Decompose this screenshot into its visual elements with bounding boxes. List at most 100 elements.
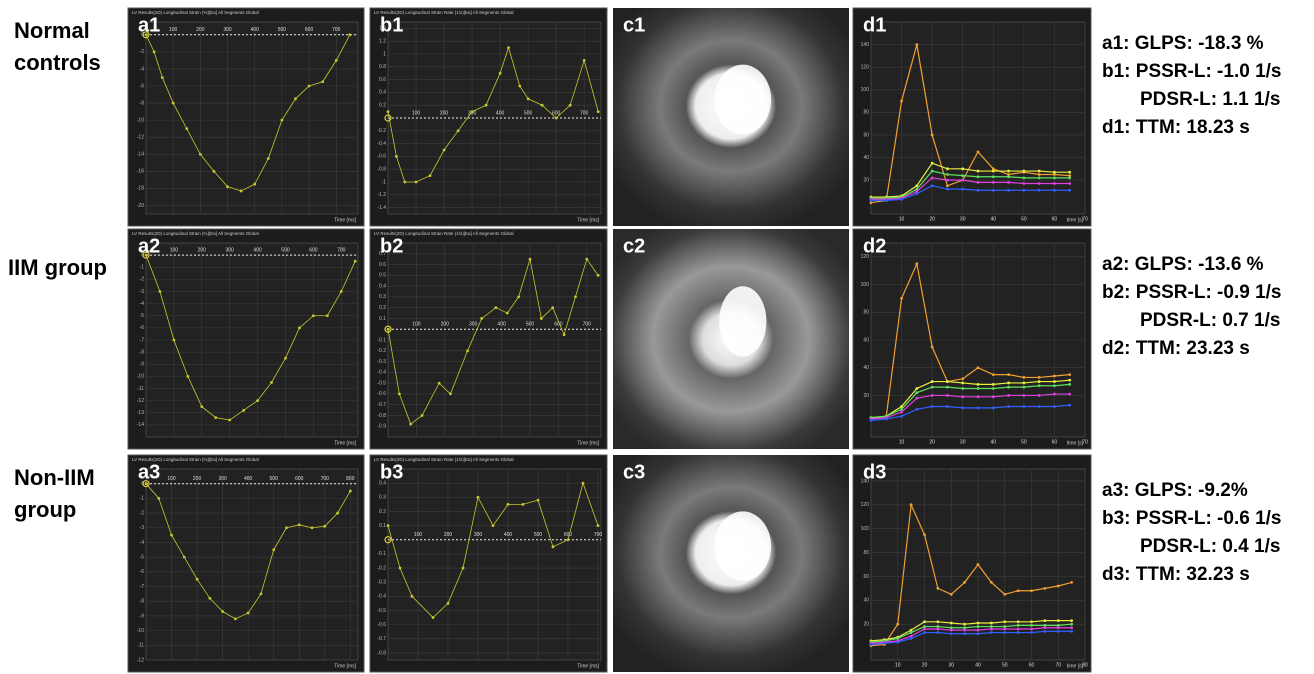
- y-tick-label: -11: [137, 386, 144, 392]
- data-point: [930, 184, 934, 188]
- x-tick-label: 700: [337, 247, 346, 253]
- data-point: [233, 617, 237, 621]
- data-point: [1068, 170, 1072, 174]
- data-point: [961, 174, 965, 178]
- row-label: controls: [14, 50, 101, 75]
- data-point: [270, 381, 273, 384]
- data-point: [1007, 180, 1010, 184]
- data-point: [1053, 384, 1056, 388]
- y-tick-label: -10: [137, 374, 144, 380]
- data-point: [930, 380, 934, 383]
- data-point: [1053, 176, 1056, 180]
- data-point: [334, 59, 338, 62]
- x-tick-label: 500: [278, 27, 287, 33]
- data-point: [336, 511, 339, 515]
- y-tick-label: -10: [137, 628, 144, 634]
- y-tick-label: 120: [861, 502, 870, 508]
- curve: [870, 623, 1072, 643]
- data-point: [1016, 623, 1020, 627]
- data-point: [1056, 619, 1060, 623]
- metric: a3: GLPS: -9.2%: [1102, 480, 1248, 501]
- data-point: [923, 631, 926, 634]
- data-point: [1068, 392, 1072, 396]
- curve: [870, 379, 1070, 419]
- y-tick-label: 20: [863, 622, 869, 628]
- data-point: [900, 410, 903, 414]
- data-point: [869, 201, 873, 205]
- curve: [870, 630, 1072, 646]
- origin-marker: [384, 325, 392, 333]
- data-point: [585, 257, 589, 261]
- x-tick-label: 500: [534, 532, 543, 538]
- data-point: [253, 182, 257, 186]
- data-point: [1016, 589, 1020, 593]
- y-tick-label: -3: [140, 289, 145, 295]
- x-tick-label: 500: [281, 247, 290, 253]
- data-point: [896, 640, 900, 644]
- y-tick-label: -0.2: [377, 565, 386, 571]
- data-point: [915, 262, 919, 266]
- data-point: [339, 290, 343, 293]
- data-point: [963, 581, 967, 584]
- y-tick-label: -14: [137, 152, 144, 158]
- y-tick-label: -0.6: [377, 391, 386, 397]
- panel-label: a3: [138, 461, 160, 483]
- y-tick-label: -0.6: [377, 622, 386, 628]
- y-tick-label: -7: [140, 337, 145, 343]
- x-axis-label: Time [ms]: [577, 663, 599, 669]
- data-point: [1022, 385, 1026, 389]
- x-tick-label: 700: [321, 476, 330, 482]
- y-tick-label: -1: [140, 496, 145, 502]
- x-tick-label: 600: [295, 476, 304, 482]
- origin-marker: [142, 31, 150, 39]
- y-tick-label: 100: [861, 282, 870, 288]
- x-tick-label: 100: [169, 27, 178, 33]
- x-axis-label: time [s]: [1067, 440, 1084, 446]
- data-point: [526, 97, 530, 101]
- data-point: [256, 399, 259, 403]
- data-point: [1003, 631, 1007, 634]
- panel-label: c2: [623, 235, 645, 257]
- data-point: [946, 405, 949, 408]
- data-point: [428, 174, 432, 178]
- data-point: [976, 175, 980, 179]
- data-point: [581, 481, 585, 485]
- data-point: [484, 103, 488, 107]
- data-point: [900, 414, 903, 418]
- data-point: [900, 197, 903, 201]
- data-point: [946, 178, 949, 182]
- curve: [870, 620, 1072, 642]
- data-point: [989, 621, 993, 625]
- x-tick-label: 100: [412, 322, 421, 328]
- panel-title: LV Results(2D) Longitudinal Strain Rate …: [374, 457, 514, 462]
- data-point: [1007, 381, 1010, 385]
- y-tick-label: -14: [137, 422, 144, 428]
- data-point: [1043, 586, 1047, 590]
- data-point: [949, 632, 953, 636]
- x-tick-label: 800: [346, 476, 355, 482]
- data-point: [1037, 380, 1041, 383]
- data-point: [1037, 182, 1041, 185]
- y-tick-label: -0.7: [377, 402, 386, 408]
- data-point: [1016, 631, 1020, 634]
- data-point: [536, 498, 540, 502]
- data-point: [909, 503, 913, 507]
- data-point: [930, 405, 934, 408]
- x-tick-label: 400: [251, 27, 260, 33]
- data-point: [1022, 169, 1026, 173]
- curve: [870, 502, 1072, 647]
- data-point: [498, 71, 502, 75]
- data-point: [930, 169, 934, 173]
- data-point: [946, 380, 949, 383]
- data-point: [1053, 392, 1056, 396]
- data-point: [1053, 405, 1056, 408]
- x-tick-label: 200: [441, 322, 450, 328]
- y-tick-label: 0.4: [379, 90, 386, 96]
- data-point: [1053, 380, 1056, 383]
- data-point: [242, 408, 246, 412]
- y-tick-label: -12: [137, 657, 144, 663]
- data-point: [923, 620, 926, 624]
- x-tick-label: 200: [196, 27, 205, 33]
- data-point: [991, 373, 995, 377]
